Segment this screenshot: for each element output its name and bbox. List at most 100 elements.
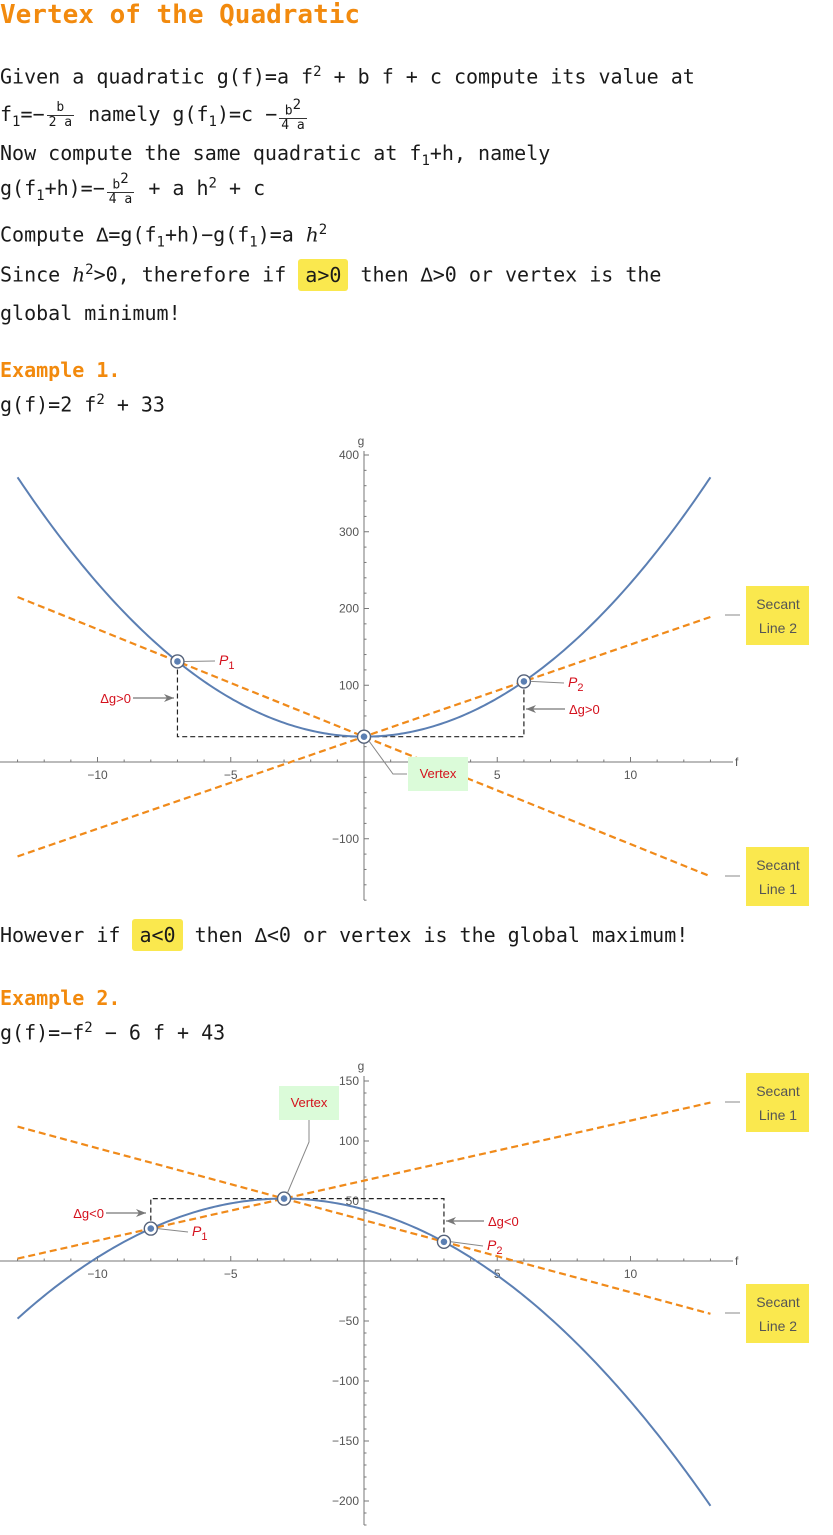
- x-tick-label: −10: [87, 768, 108, 782]
- italic-h: h: [306, 223, 319, 247]
- delta-g-label: Δg>0: [100, 691, 131, 706]
- y-tick-label: 150: [339, 1074, 359, 1088]
- intro-line-6: Since h2>0, therefore if a>0 then ∆>0 or…: [0, 262, 661, 287]
- x-tick-label: −5: [224, 1267, 238, 1281]
- y-tick-label: 400: [339, 448, 359, 462]
- secant-label-line1: Secant: [756, 1083, 800, 1099]
- subscript: 1: [157, 235, 165, 251]
- superscript: 2: [313, 64, 321, 80]
- point-label-subscript: 2: [577, 682, 583, 694]
- x-tick-label: 10: [624, 768, 638, 782]
- x-axis-label: f: [735, 1254, 739, 1268]
- denominator: 2 a: [47, 116, 74, 130]
- text: Compute ∆=g(f: [0, 223, 157, 247]
- point-marker-0: [148, 1225, 155, 1232]
- text: g(f: [0, 176, 36, 200]
- superscript: 2: [293, 97, 301, 113]
- secant-label-line2: Line 1: [759, 881, 797, 897]
- delta-g-label: Δg<0: [73, 1206, 104, 1221]
- text: + a h: [148, 176, 208, 200]
- text: namely g(f: [88, 102, 208, 126]
- delta-g-label: Δg<0: [488, 1214, 519, 1229]
- secant-label-box: [746, 586, 809, 645]
- however-line: However if a<0 then ∆<0 or vertex is the…: [0, 923, 688, 947]
- x-tick-label: 5: [494, 768, 501, 782]
- point-marker-0: [174, 658, 181, 665]
- highlight-a-negative: a<0: [132, 919, 182, 951]
- example1-heading: Example 1.: [0, 358, 120, 382]
- text: − 6 f + 43: [105, 1021, 225, 1045]
- text: g(f)=2 f: [0, 393, 96, 417]
- text: +h)=−: [45, 176, 105, 200]
- text: +h, namely: [430, 141, 550, 165]
- vertex-label: Vertex: [291, 1095, 328, 1110]
- text: )=c −: [217, 102, 277, 126]
- text: + b f + c compute its value at: [334, 65, 695, 89]
- point-marker-2: [361, 733, 368, 740]
- text: =−: [20, 102, 44, 126]
- secant-label-line1: Secant: [756, 596, 800, 612]
- y-tick-label: 300: [339, 525, 359, 539]
- intro-line-3: Now compute the same quadratic at f1+h, …: [0, 141, 550, 169]
- y-axis-label: g: [358, 1059, 365, 1073]
- numerator: b2: [107, 172, 134, 193]
- delta-g-dashed-line: [177, 661, 523, 736]
- point-label-1: P1: [219, 652, 234, 672]
- y-tick-label: 100: [339, 678, 359, 692]
- text: f: [0, 102, 12, 126]
- text: Since: [0, 263, 72, 287]
- superscript: 2: [96, 392, 104, 408]
- point-marker-2: [281, 1195, 288, 1202]
- subscript: 1: [249, 235, 257, 251]
- text: Given a quadratic g(f)=a f: [0, 65, 313, 89]
- highlight-a-positive: a>0: [298, 259, 348, 291]
- secant-label-line2: Line 2: [759, 1318, 797, 1334]
- numerator: b: [47, 101, 74, 116]
- point-label-1: P1: [192, 1223, 207, 1243]
- secant-label-box: [746, 847, 809, 906]
- denominator: 4 a: [107, 193, 134, 207]
- y-tick-label: −100: [332, 832, 359, 846]
- point-marker-1: [521, 678, 528, 685]
- text: >0, therefore if: [94, 263, 299, 287]
- y-tick-label: −100: [332, 1374, 359, 1388]
- example1-equation: g(f)=2 f2 + 33: [0, 392, 165, 417]
- text: b: [285, 103, 293, 118]
- point-leader: [531, 681, 564, 683]
- subscript: 1: [36, 188, 44, 204]
- text: then ∆<0 or vertex is the global maximum…: [183, 923, 689, 947]
- text: + c: [229, 176, 265, 200]
- secant-label-box: [746, 1073, 809, 1132]
- point-label-subscript: 2: [496, 1245, 502, 1257]
- text: Now compute the same quadratic at f: [0, 141, 421, 165]
- superscript: 2: [120, 171, 128, 187]
- subscript: 1: [209, 114, 217, 130]
- superscript: 2: [85, 262, 93, 278]
- intro-line-5: Compute ∆=g(f1+h)−g(f1)=a h2: [0, 222, 327, 251]
- point-label-2: P2: [568, 674, 583, 694]
- italic-h: h: [72, 263, 85, 287]
- text: However if: [0, 923, 132, 947]
- secant-label-line1: Secant: [756, 857, 800, 873]
- x-axis-label: f: [735, 755, 739, 769]
- text: g(f)=−f: [0, 1021, 84, 1045]
- secant-label-line2: Line 2: [759, 620, 797, 636]
- y-axis-label: g: [358, 434, 365, 448]
- numerator: b2: [279, 98, 306, 119]
- secant-label-line1: Secant: [756, 1294, 800, 1310]
- text: + 33: [117, 393, 165, 417]
- page-title: Vertex of the Quadratic: [0, 0, 360, 30]
- point-leader: [158, 1229, 188, 1232]
- x-tick-label: 10: [624, 1267, 638, 1281]
- x-tick-label: −10: [87, 1267, 108, 1281]
- text: +h)−g(f: [165, 223, 249, 247]
- text: )=a: [258, 223, 306, 247]
- vertex-leader: [287, 1120, 309, 1194]
- y-tick-label: −50: [339, 1314, 360, 1328]
